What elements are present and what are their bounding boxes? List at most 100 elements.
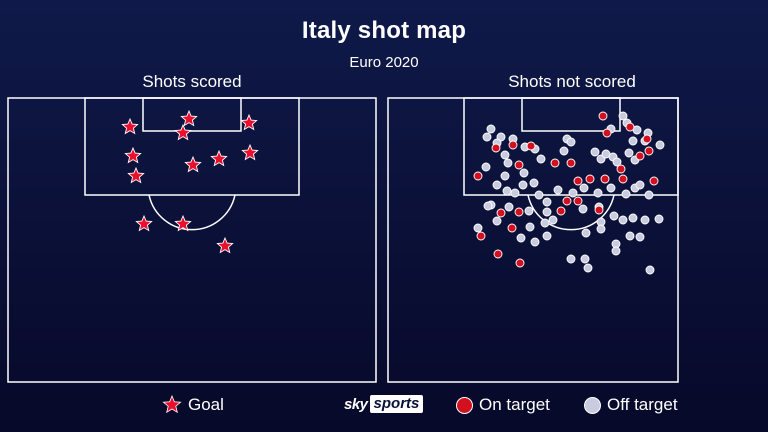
logo-sports-text: sports xyxy=(369,395,424,413)
pitch-shots-not-scored xyxy=(387,97,679,383)
on-target-shot-marker xyxy=(562,196,572,206)
off-target-shot-marker xyxy=(500,171,510,181)
off-target-shot-marker xyxy=(580,254,590,264)
off-target-shot-marker xyxy=(578,204,588,214)
off-target-shot-marker xyxy=(534,190,544,200)
pitch-markings xyxy=(7,97,377,383)
off-target-shot-marker xyxy=(542,197,552,207)
goal-shot-marker xyxy=(241,143,259,161)
on-target-shot-marker xyxy=(514,207,524,217)
goal-shot-marker xyxy=(216,236,234,254)
off-target-shot-marker xyxy=(516,233,526,243)
legend-label-off-target: Off target xyxy=(607,395,678,414)
goal-shot-marker xyxy=(210,149,228,167)
off-target-shot-marker xyxy=(625,231,635,241)
off-target-dot-icon xyxy=(584,396,601,414)
on-target-shot-marker xyxy=(635,151,645,161)
goal-star-icon xyxy=(162,395,182,414)
off-target-shot-marker xyxy=(566,254,576,264)
pitch-boundary xyxy=(7,97,377,383)
off-target-shot-marker xyxy=(568,188,578,198)
on-target-shot-marker xyxy=(508,140,518,150)
on-target-shot-marker xyxy=(496,208,506,218)
off-target-shot-marker xyxy=(618,111,628,121)
on-target-shot-marker xyxy=(602,128,612,138)
on-target-shot-marker xyxy=(585,174,595,184)
on-target-shot-marker xyxy=(618,174,628,184)
on-target-shot-marker xyxy=(550,158,560,168)
off-target-shot-marker xyxy=(628,213,638,223)
off-target-shot-marker xyxy=(566,137,576,147)
legend-item-on-target: On target xyxy=(456,393,550,417)
off-target-shot-marker xyxy=(553,185,563,195)
off-target-shot-marker xyxy=(644,190,654,200)
chart-subtitle: Euro 2020 xyxy=(349,54,419,71)
off-target-shot-marker xyxy=(559,146,569,156)
off-target-shot-marker xyxy=(525,222,535,232)
goal-shot-marker xyxy=(184,155,202,173)
goal-shot-marker xyxy=(174,123,192,141)
on-target-shot-marker xyxy=(476,231,486,241)
off-target-shot-marker xyxy=(483,201,493,211)
off-target-shot-marker xyxy=(529,178,539,188)
goal-shot-marker xyxy=(174,214,192,232)
off-target-shot-marker xyxy=(609,211,619,221)
goal-shot-marker xyxy=(240,113,258,131)
off-target-shot-marker xyxy=(548,215,558,225)
shots-scored-marks xyxy=(121,109,259,254)
off-target-shot-marker xyxy=(596,224,606,234)
on-target-shot-marker xyxy=(598,111,608,121)
goal-shot-marker xyxy=(127,166,145,184)
off-target-shot-marker xyxy=(473,223,483,233)
on-target-shot-marker xyxy=(491,143,501,153)
penalty-arc xyxy=(527,194,615,231)
on-target-dot-icon xyxy=(456,396,473,414)
off-target-shot-marker xyxy=(496,132,506,142)
penalty-area xyxy=(84,97,300,196)
off-target-shot-marker xyxy=(500,150,510,160)
off-target-shot-marker xyxy=(518,180,528,190)
shots-not-scored-marks xyxy=(473,111,665,275)
on-target-shot-marker xyxy=(507,223,517,233)
off-target-shot-marker xyxy=(612,157,622,167)
on-target-shot-marker xyxy=(573,176,583,186)
on-target-shot-marker xyxy=(526,141,536,151)
logo-sky-text: sky xyxy=(344,395,368,413)
off-target-shot-marker xyxy=(481,162,491,172)
off-target-shot-marker xyxy=(606,183,616,193)
off-target-shot-marker xyxy=(618,215,628,225)
on-target-shot-marker xyxy=(616,164,626,174)
pitch-shots-scored xyxy=(7,97,377,383)
off-target-shot-marker xyxy=(482,132,492,142)
legend-item-goal: Goal xyxy=(162,393,224,417)
off-target-shot-marker xyxy=(655,140,665,150)
chart-title: Italy shot map xyxy=(301,17,467,44)
off-target-shot-marker xyxy=(510,188,520,198)
penalty-arc xyxy=(148,194,236,231)
off-target-shot-marker xyxy=(611,246,621,256)
off-target-shot-marker xyxy=(536,154,546,164)
legend-item-off-target: Off target xyxy=(584,393,678,417)
off-target-shot-marker xyxy=(590,147,600,157)
off-target-shot-marker xyxy=(635,180,645,190)
off-target-shot-marker xyxy=(640,215,650,225)
off-target-shot-marker xyxy=(530,237,540,247)
sky-sports-logo: sky sports xyxy=(344,394,424,414)
off-target-shot-marker xyxy=(581,228,591,238)
off-target-shot-marker xyxy=(540,218,550,228)
six-yard-box xyxy=(142,97,242,132)
off-target-shot-marker xyxy=(635,232,645,242)
on-target-shot-marker xyxy=(473,171,483,181)
off-target-shot-marker xyxy=(486,124,496,134)
on-target-shot-marker xyxy=(573,196,583,206)
panel-title-shots-scored: Shots scored xyxy=(142,72,242,91)
panel-title-shots-not-scored: Shots not scored xyxy=(508,72,636,91)
goal-shot-marker xyxy=(124,146,142,164)
off-target-shot-marker xyxy=(621,189,631,199)
off-target-shot-marker xyxy=(524,206,534,216)
on-target-shot-marker xyxy=(649,176,659,186)
goal-shot-marker xyxy=(121,117,139,135)
off-target-shot-marker xyxy=(502,186,512,196)
on-target-shot-marker xyxy=(625,122,635,132)
off-target-shot-marker xyxy=(579,183,589,193)
